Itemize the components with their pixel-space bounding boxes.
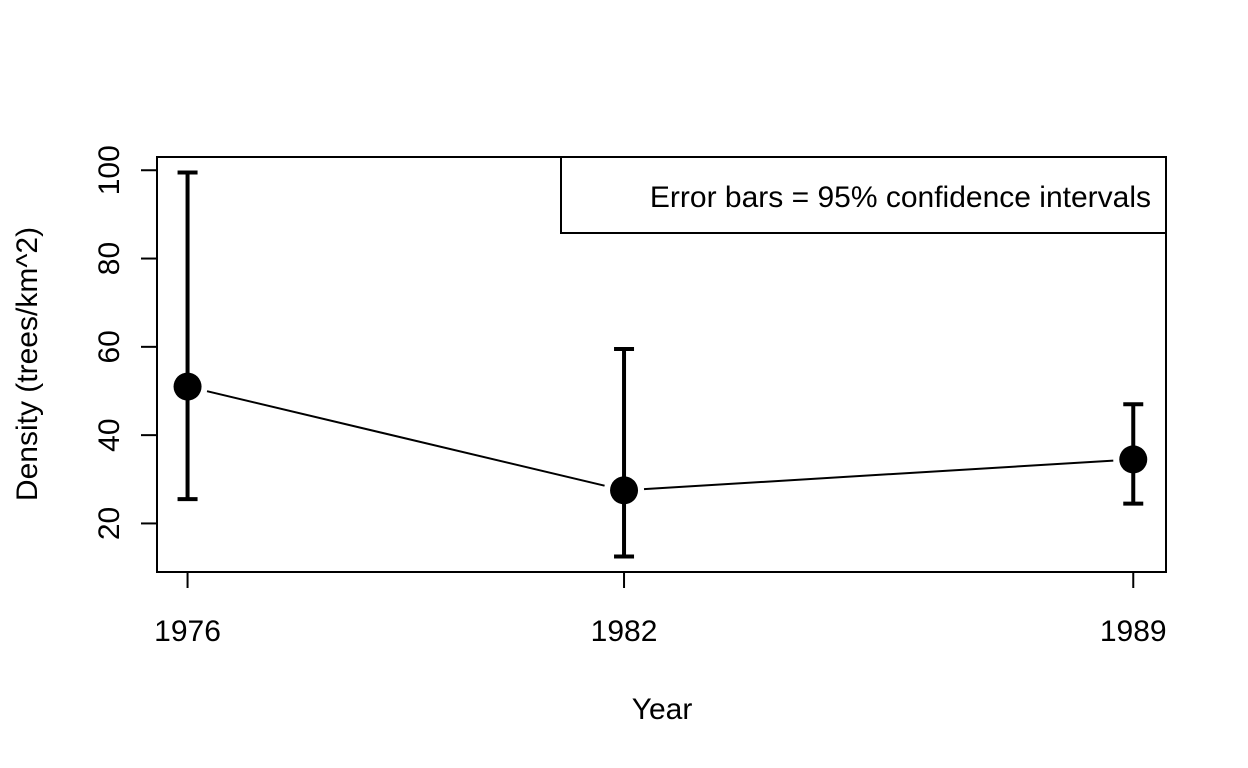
x-tick-label: 1982 (591, 615, 658, 648)
x-axis-title: Year (632, 693, 693, 726)
x-axis: 1976 1982 1989 (154, 572, 1167, 648)
x-tick-label: 1989 (1100, 615, 1167, 648)
x-tick-label: 1976 (154, 615, 221, 648)
y-axis-title: Density (trees/km^2) (11, 227, 44, 501)
y-tick-label: 40 (93, 418, 126, 451)
y-tick-label: 60 (93, 330, 126, 363)
data-point (1119, 445, 1148, 474)
y-tick-label: 20 (93, 507, 126, 540)
y-tick-label: 80 (93, 242, 126, 275)
series-line (643, 459, 1114, 491)
series-line (206, 390, 605, 487)
y-axis: 20 40 60 80 100 (93, 145, 158, 540)
data-point (173, 372, 202, 401)
data-points (173, 372, 1148, 505)
data-point (610, 476, 639, 505)
legend-box (560, 156, 1167, 234)
legend: Error bars = 95% confidence intervals (560, 156, 1167, 234)
legend-text: Error bars = 95% confidence intervals (650, 181, 1151, 214)
series-line-group (206, 390, 1114, 491)
y-tick-label: 100 (93, 145, 126, 195)
